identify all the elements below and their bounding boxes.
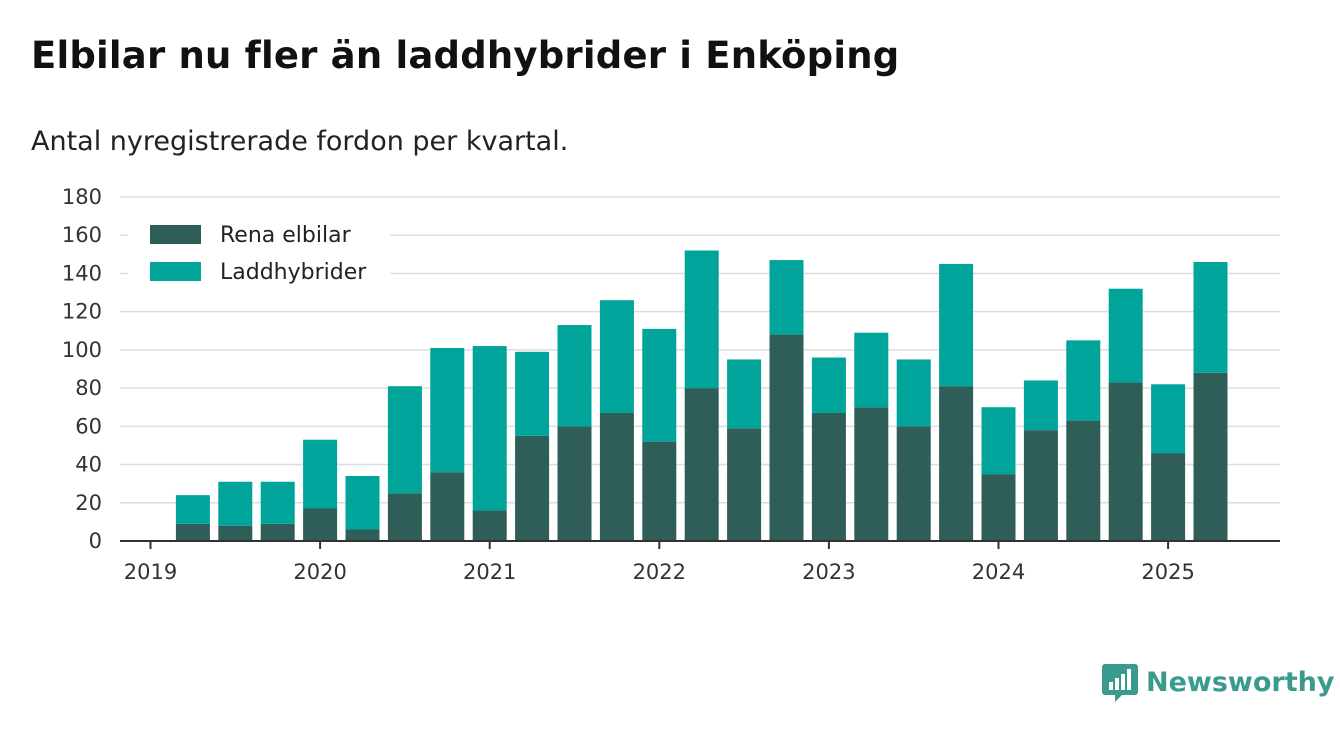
y-tick-label: 180 [62,185,102,209]
bars [175,250,1228,541]
x-tick-label: 2022 [633,560,686,584]
newsworthy-brand: Newsworthy [1102,662,1334,702]
y-tick-label: 120 [62,300,102,324]
bar-rena-elbilar-2020Q2 [345,529,380,541]
bar-rena-elbilar-2020Q4 [430,472,465,541]
x-tick-label: 2021 [463,560,516,584]
bar-laddhybrider-2022Q4 [769,260,804,335]
bar-laddhybrider-2024Q2 [1023,380,1058,431]
bar-rena-elbilar-2020Q1 [303,508,338,541]
bar-rena-elbilar-2024Q3 [1066,420,1101,541]
bar-rena-elbilar-2025Q2 [1193,372,1228,541]
bar-laddhybrider-2022Q1 [642,328,677,442]
y-tick-label: 60 [75,414,102,438]
y-tick-label: 140 [62,261,102,285]
bar-rena-elbilar-2019Q4 [260,523,295,541]
bar-laddhybrider-2024Q3 [1066,340,1101,421]
y-tick-label: 80 [75,376,102,400]
bar-laddhybrider-2023Q1 [811,357,846,413]
legend: Rena elbilar Laddhybrider [128,212,390,298]
bar-rena-elbilar-2023Q2 [854,407,889,541]
x-tick-label: 2020 [293,560,346,584]
bar-rena-elbilar-2021Q4 [599,412,634,541]
bar-laddhybrider-2019Q4 [260,481,295,524]
bar-rena-elbilar-2020Q3 [387,493,422,541]
bar-laddhybrider-2021Q3 [557,325,592,427]
y-tick-label: 20 [75,491,102,515]
bar-laddhybrider-2019Q2 [175,495,210,524]
bar-rena-elbilar-2023Q3 [896,426,931,541]
bar-laddhybrider-2023Q4 [939,263,974,387]
bar-laddhybrider-2025Q1 [1151,384,1186,454]
chart-title: Elbilar nu fler än laddhybrider i Enköpi… [31,34,900,77]
bar-rena-elbilar-2022Q1 [642,441,677,541]
bar-rena-elbilar-2019Q3 [218,525,253,541]
bar-rena-elbilar-2019Q2 [175,523,210,541]
bar-laddhybrider-2023Q3 [896,359,931,427]
bar-laddhybrider-2024Q4 [1108,288,1143,383]
bar-laddhybrider-2022Q3 [727,359,762,429]
bar-rena-elbilar-2024Q1 [981,474,1016,541]
x-tick-label: 2023 [802,560,855,584]
bar-laddhybrider-2022Q2 [684,250,719,389]
y-tick-label: 40 [75,453,102,477]
bar-rena-elbilar-2021Q3 [557,426,592,541]
newsworthy-logo-icon [1102,664,1138,702]
brand-name: Newsworthy [1146,666,1335,698]
bar-rena-elbilar-2022Q2 [684,388,719,541]
x-tick-label: 2024 [972,560,1025,584]
bar-rena-elbilar-2025Q1 [1151,453,1186,541]
bar-laddhybrider-2021Q2 [515,351,550,436]
x-tick-label: 2025 [1141,560,1194,584]
bar-laddhybrider-2025Q2 [1193,261,1228,373]
bar-laddhybrider-2021Q4 [599,300,634,413]
y-tick-label: 0 [89,529,102,553]
x-tick-label: 2019 [124,560,177,584]
legend-label-laddhybrider: Laddhybrider [220,260,367,285]
y-tick-label: 160 [62,223,102,247]
bar-rena-elbilar-2021Q2 [515,435,550,541]
bar-rena-elbilar-2022Q4 [769,334,804,541]
chart-subtitle: Antal nyregistrerade fordon per kvartal. [31,126,569,157]
bar-laddhybrider-2020Q1 [303,439,338,509]
bar-rena-elbilar-2023Q4 [939,386,974,541]
legend-swatch-rena-elbilar [150,225,201,244]
legend-swatch-laddhybrider [150,262,201,281]
bar-laddhybrider-2020Q2 [345,476,380,530]
bar-laddhybrider-2021Q1 [472,346,507,511]
stacked-bar-chart: 0 20 40 60 80 100 120 140 160 180 2019 2020 2021 2022… [62,185,1280,584]
bar-laddhybrider-2019Q3 [218,481,253,526]
bar-rena-elbilar-2024Q2 [1023,430,1058,541]
bar-laddhybrider-2024Q1 [981,407,1016,475]
bar-rena-elbilar-2024Q4 [1108,382,1143,541]
axes: 0 20 40 60 80 100 120 140 160 180 2019 2020 2021 2022… [62,185,1280,584]
bar-rena-elbilar-2021Q1 [472,510,507,541]
bar-laddhybrider-2023Q2 [854,332,889,408]
bar-rena-elbilar-2022Q3 [727,428,762,541]
bar-laddhybrider-2020Q4 [430,347,465,473]
bar-laddhybrider-2020Q3 [387,386,422,494]
bar-rena-elbilar-2023Q1 [811,412,846,541]
y-tick-label: 100 [62,338,102,362]
legend-label-rena-elbilar: Rena elbilar [220,223,352,248]
